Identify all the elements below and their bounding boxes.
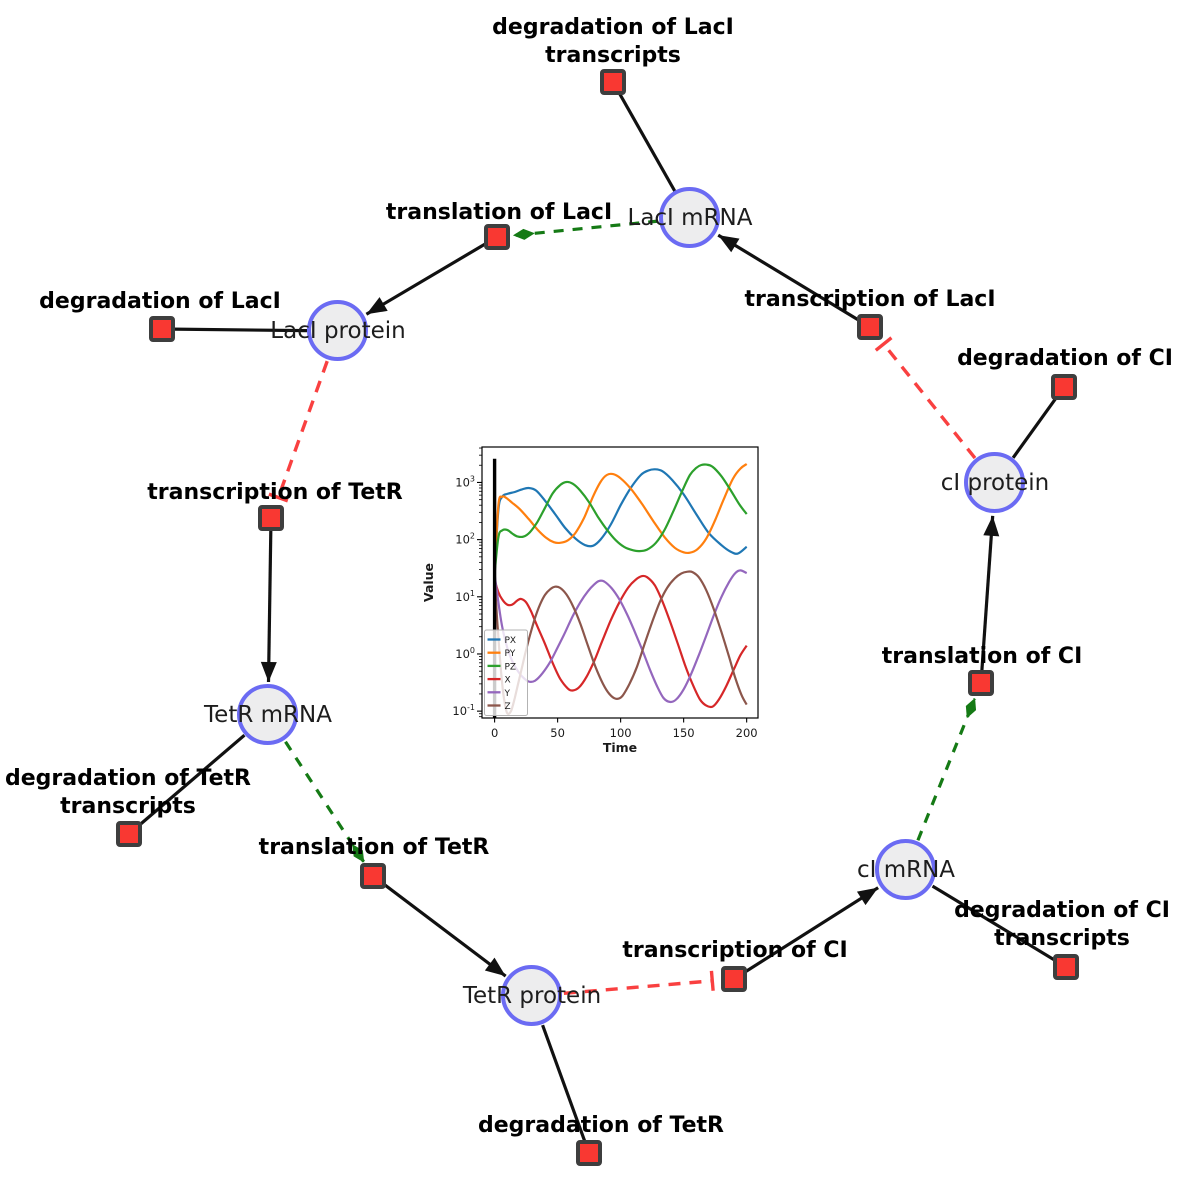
- chart-series-PZ: [493, 463, 748, 575]
- species-label-laci_protein: LacI protein: [270, 318, 406, 344]
- reaction-label-line: transcription of TetR: [147, 480, 403, 505]
- reaction-label-tc_tetr: transcription of TetR: [147, 479, 402, 507]
- reaction-label-line: transcription of LacI: [744, 287, 996, 312]
- chart-legend-label: PZ: [505, 662, 517, 672]
- reaction-label-line: degradation of LacI: [492, 15, 734, 40]
- chart-series-PY: [493, 463, 748, 575]
- species-label-tetr_mrna: TetR mRNA: [204, 702, 332, 728]
- chart-x-tick-label: 200: [736, 726, 758, 740]
- reaction-node-deg_tetr[interactable]: [576, 1140, 602, 1166]
- edge-consumption-tetr_mrna-deg_tetr_tx: [127, 733, 246, 836]
- reaction-label-deg_tetr: degradation of TetR: [478, 1112, 724, 1140]
- reaction-label-line: translation of LacI: [385, 200, 613, 225]
- reaction-label-line: translation of TetR: [258, 835, 490, 860]
- edge-production-tc_ci-ci_mrna: [733, 886, 879, 981]
- reaction-label-line: translation of CI: [881, 644, 1083, 669]
- species-node-laci_mrna[interactable]: [659, 187, 720, 248]
- species-label-ci_protein: cI protein: [940, 470, 1050, 496]
- chart-legend-label: X: [505, 676, 511, 686]
- chart-y-tick-label: 100: [455, 646, 475, 661]
- reaction-label-deg_ci_tx: degradation of CI transcripts: [954, 897, 1170, 953]
- chart-y-tick-label: 103: [455, 474, 475, 489]
- reaction-label-transl_laci: translation of LacI: [386, 199, 612, 227]
- edge-inhibition-ci_protein-tc_laci: [874, 336, 977, 460]
- reaction-node-tc_ci[interactable]: [721, 966, 747, 992]
- reaction-label-tc_ci: transcription of CI: [622, 937, 847, 965]
- chart-legend-label: PY: [505, 649, 516, 659]
- chart-series-X: [493, 574, 748, 709]
- edge-consumption-laci_protein-deg_laci: [161, 327, 308, 333]
- chart-legend-label: PX: [505, 636, 517, 646]
- chart-xlabel: Time: [603, 740, 637, 755]
- edge-consumption-tetr_protein-deg_tetr: [541, 1024, 591, 1154]
- reaction-node-deg_laci[interactable]: [149, 316, 175, 342]
- reaction-label-line: transcripts: [545, 43, 681, 68]
- reaction-node-transl_laci[interactable]: [484, 224, 510, 250]
- chart-y-tick-label: 101: [455, 589, 475, 604]
- reaction-label-deg_tetr_tx: degradation of TetR transcripts: [5, 765, 251, 821]
- edge-production-tc_laci-laci_mrna: [717, 233, 871, 329]
- chart-legend: PX PY PZ XYZ: [484, 629, 528, 716]
- chart-series-PX: [493, 468, 748, 575]
- reaction-node-deg_ci[interactable]: [1051, 374, 1077, 400]
- chart-x-tick-label: 50: [550, 726, 565, 740]
- reaction-label-line: degradation of CI: [957, 346, 1173, 371]
- species-label-ci_mrna: cI mRNA: [856, 857, 956, 883]
- edge-inhibition-tetr_protein-tc_ci: [563, 970, 715, 996]
- chart-legend-label: Y: [504, 689, 511, 699]
- species-node-tetr_protein[interactable]: [501, 965, 562, 1026]
- chart-x-tick-label: 150: [673, 726, 695, 740]
- reaction-node-deg_laci_tx[interactable]: [600, 69, 626, 95]
- reaction-label-deg_laci_tx: degradation of LacI transcripts: [492, 14, 734, 70]
- species-node-ci_protein[interactable]: [964, 452, 1025, 513]
- reaction-label-line: transcripts: [60, 794, 196, 819]
- chart-frame: [481, 446, 759, 719]
- reaction-label-line: degradation of TetR: [477, 1113, 725, 1138]
- reaction-node-deg_ci_tx[interactable]: [1053, 954, 1079, 980]
- reaction-label-line: transcription of CI: [622, 938, 848, 963]
- species-node-ci_mrna[interactable]: [875, 839, 936, 900]
- reaction-node-transl_ci[interactable]: [968, 670, 994, 696]
- timecourse-chart: 0 50 100 150 20010-1100101102103TimeValuePXP…: [421, 446, 759, 755]
- edge-consumption-ci_mrna-deg_ci_tx: [931, 884, 1067, 969]
- reaction-node-deg_tetr_tx[interactable]: [116, 821, 142, 847]
- reaction-label-line: degradation of CI: [954, 898, 1170, 923]
- chart-y-tick-label: 102: [455, 532, 475, 547]
- edge-modifier-ci_mrna-transl_ci: [916, 697, 977, 841]
- edge-production-tc_tetr-tetr_mrna: [260, 517, 277, 683]
- chart-legend-label: Z: [505, 702, 511, 712]
- chart-ylabel: Value: [421, 563, 436, 602]
- reaction-label-line: degradation of LacI: [39, 289, 281, 314]
- edge-consumption-laci_mrna-deg_laci_tx: [611, 81, 677, 192]
- edge-production-transl_ci-ci_protein: [979, 515, 1000, 684]
- reaction-label-tc_laci: transcription of LacI: [744, 286, 995, 314]
- edge-inhibition-laci_protein-tc_tetr: [268, 360, 329, 503]
- species-label-laci_mrna: LacI mRNA: [627, 205, 753, 231]
- chart-y-tick-label: 10-1: [452, 703, 475, 718]
- edge-production-transl_tetr-tetr_protein: [372, 874, 507, 978]
- reaction-label-line: transcripts: [994, 926, 1130, 951]
- chart-x-tick-label: 0: [491, 726, 498, 740]
- edge-modifier-tetr_mrna-transl_tetr: [284, 740, 366, 863]
- reaction-label-deg_laci: degradation of LacI: [39, 288, 281, 316]
- reaction-node-tc_laci[interactable]: [857, 314, 883, 340]
- reaction-node-tc_tetr[interactable]: [258, 505, 284, 531]
- reaction-label-transl_ci: translation of CI: [882, 643, 1083, 671]
- reaction-label-deg_ci: degradation of CI: [957, 345, 1173, 373]
- edge-modifier-laci_mrna-transl_laci: [512, 219, 659, 240]
- chart-x-tick-label: 100: [610, 726, 632, 740]
- species-node-tetr_mrna[interactable]: [237, 684, 298, 745]
- species-node-laci_protein[interactable]: [307, 300, 368, 361]
- reaction-label-transl_tetr: translation of TetR: [259, 834, 490, 862]
- reaction-node-transl_tetr[interactable]: [360, 863, 386, 889]
- species-label-tetr_protein: TetR protein: [462, 983, 602, 1009]
- reaction-label-line: degradation of TetR: [4, 766, 252, 791]
- edge-production-transl_laci-laci_protein: [365, 235, 498, 316]
